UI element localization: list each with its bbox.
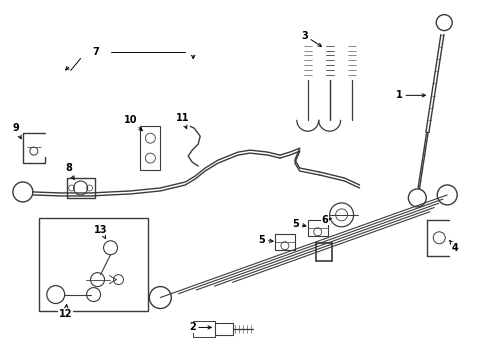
Bar bbox=[308, 220, 328, 236]
Text: 3: 3 bbox=[301, 31, 321, 46]
Text: 5: 5 bbox=[293, 219, 306, 229]
Text: 11: 11 bbox=[175, 113, 189, 129]
Text: 7: 7 bbox=[92, 48, 99, 58]
Bar bbox=[193, 321, 215, 337]
Text: 12: 12 bbox=[59, 305, 73, 319]
Bar bbox=[141, 126, 160, 170]
Bar bbox=[215, 323, 233, 336]
Text: 13: 13 bbox=[94, 225, 107, 238]
Text: 4: 4 bbox=[450, 240, 459, 253]
Text: 8: 8 bbox=[65, 163, 74, 180]
Text: 9: 9 bbox=[13, 123, 21, 139]
Text: 10: 10 bbox=[123, 115, 143, 131]
Bar bbox=[275, 234, 295, 250]
Bar bbox=[67, 178, 95, 198]
Bar bbox=[39, 218, 148, 311]
Text: 1: 1 bbox=[396, 90, 425, 100]
Text: 5: 5 bbox=[259, 235, 273, 245]
Text: 6: 6 bbox=[321, 215, 331, 225]
Text: 2: 2 bbox=[189, 323, 211, 332]
